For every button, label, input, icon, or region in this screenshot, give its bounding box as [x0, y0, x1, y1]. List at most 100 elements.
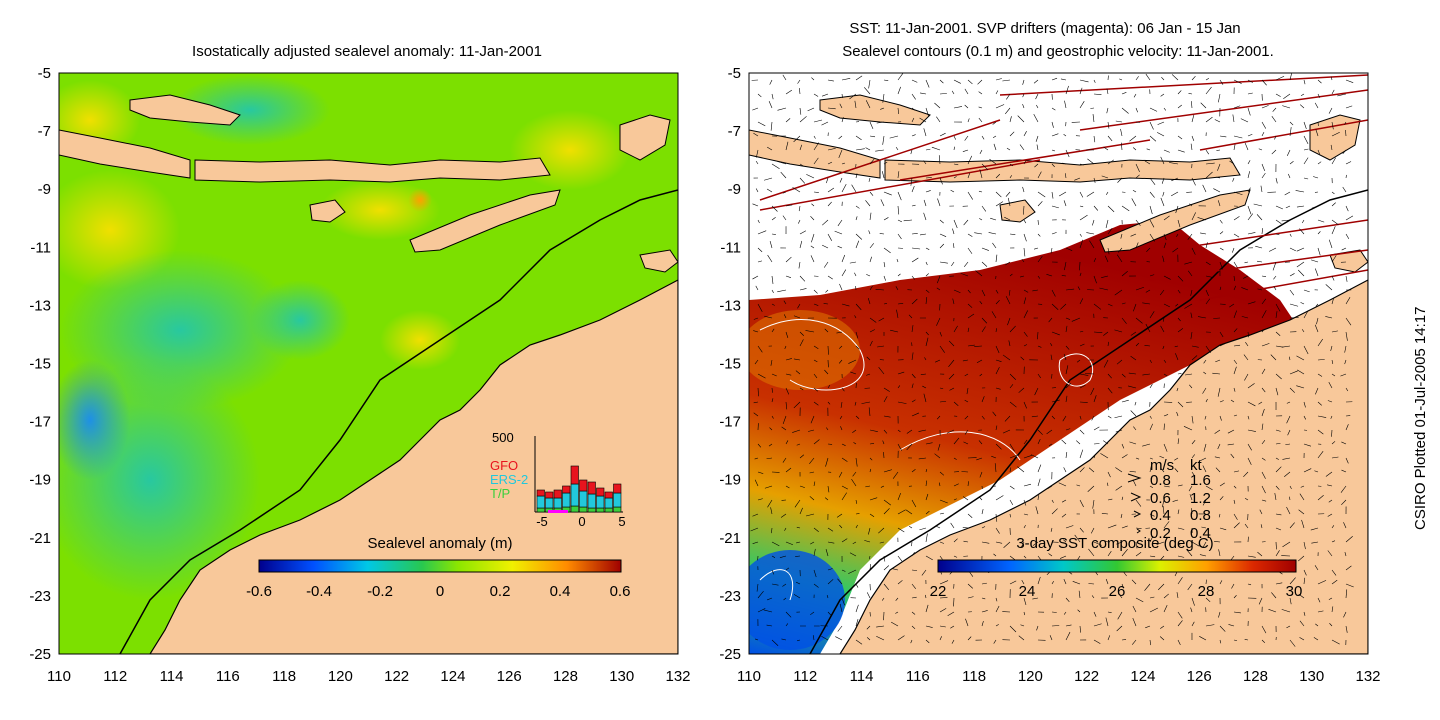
velocity-arrow — [841, 387, 845, 392]
velocity-arrow — [1191, 75, 1196, 81]
velocity-arrow — [936, 525, 941, 529]
velocity-arrow — [1342, 149, 1347, 154]
velocity-arrow — [967, 191, 973, 200]
velocity-arrow — [1103, 146, 1109, 151]
velocity-arrow — [1345, 275, 1348, 282]
velocity-arrow — [1051, 121, 1054, 128]
velocity-arrow — [899, 139, 1151, 181]
velocity-arrow — [868, 177, 871, 182]
velocity-arrow — [753, 330, 759, 333]
velocity-arrow — [1023, 344, 1028, 347]
velocity-arrow — [908, 525, 913, 529]
velocity-arrow — [838, 471, 843, 478]
velocity-arrow — [911, 625, 916, 630]
velocity-arrow — [1021, 579, 1025, 585]
velocity-arrow — [995, 359, 1002, 362]
java-island — [59, 129, 191, 179]
velocity-arrow — [1315, 303, 1319, 307]
velocity-arrow — [1247, 171, 1250, 179]
velocity-arrow — [978, 106, 983, 109]
velocity-arrow — [1289, 522, 1295, 529]
velocity-arrow — [813, 359, 818, 363]
velocity-arrow — [1296, 205, 1305, 208]
velocity-arrow — [1118, 345, 1123, 348]
velocity-arrow — [951, 90, 955, 95]
velocity-arrow — [1191, 597, 1195, 606]
velocity-arrow — [1289, 597, 1292, 605]
velocity-arrow — [823, 261, 829, 268]
velocity-arrow — [1317, 451, 1324, 459]
velocity-arrow — [1345, 233, 1350, 240]
velocity-arrow — [1177, 577, 1183, 585]
velocity-arrow — [1023, 439, 1028, 445]
velocity-arrow — [827, 201, 832, 207]
velocity-arrow — [1079, 384, 1086, 389]
velocity-arrow — [1009, 467, 1012, 473]
velocity-arrow — [1253, 203, 1263, 207]
velocity-arrow — [782, 215, 787, 221]
velocity-arrow — [1063, 200, 1067, 207]
velocity-arrow — [1233, 513, 1238, 520]
velocity-arrow — [1149, 191, 1155, 198]
velocity-arrow — [925, 247, 930, 250]
velocity-arrow — [1161, 76, 1165, 81]
velocity-arrow — [1050, 354, 1053, 361]
velocity-arrow — [1215, 467, 1221, 473]
velocity-arrow — [1205, 86, 1212, 95]
velocity-arrow — [1198, 457, 1207, 462]
velocity-arrow — [939, 555, 943, 560]
velocity-arrow — [964, 88, 969, 95]
velocity-arrow — [1114, 415, 1123, 419]
velocity-arrow — [1093, 541, 1102, 546]
velocity-arrow — [757, 121, 766, 127]
velocity-arrow — [1107, 121, 1110, 129]
sst-tick: 30 — [1286, 583, 1303, 600]
histogram-xtick: 0 — [578, 514, 585, 529]
velocity-arrow — [1079, 87, 1083, 95]
velocity-arrow — [967, 155, 973, 165]
velocity-arrow — [1051, 289, 1056, 297]
velocity-arrow — [883, 275, 886, 281]
velocity-arrow — [1295, 190, 1305, 193]
velocity-arrow — [1131, 579, 1137, 585]
velocity-arrow — [1005, 191, 1011, 197]
velocity-arrow — [1317, 429, 1324, 435]
velocity-arrow — [1289, 303, 1299, 307]
velocity-arrow — [962, 496, 969, 501]
velocity-arrow — [1247, 301, 1256, 305]
velocity-arrow — [869, 443, 875, 445]
velocity-arrow — [1331, 121, 1334, 130]
velocity-arrow — [1135, 597, 1144, 603]
velocity-arrow — [1217, 200, 1221, 207]
velocity-arrow — [967, 481, 969, 487]
velocity-arrow — [841, 162, 845, 165]
velocity-arrow — [1203, 359, 1207, 364]
velocity-arrow — [1327, 484, 1333, 487]
velocity-arrow — [995, 254, 998, 263]
northern-coast-land — [1329, 249, 1368, 273]
velocity-arrow — [839, 283, 843, 291]
velocity-arrow — [978, 91, 983, 95]
velocity-arrow — [1233, 414, 1238, 417]
velocity-arrow — [1171, 191, 1179, 197]
velocity-arrow — [869, 158, 875, 165]
velocity-arrow — [769, 79, 773, 85]
sulawesi-south-island — [819, 94, 931, 126]
velocity-arrow — [989, 158, 997, 165]
velocity-arrow — [1064, 261, 1067, 271]
velocity-arrow — [1117, 247, 1123, 253]
velocity-arrow — [1289, 273, 1295, 277]
plot-credit: CSIRO Plotted 01-Jul-2005 14:17 — [1412, 306, 1429, 530]
velocity-arrow — [1064, 100, 1067, 109]
velocity-arrow — [1061, 275, 1067, 277]
velocity-arrow — [911, 247, 921, 250]
velocity-arrow — [753, 412, 759, 417]
velocity-arrow — [1233, 79, 1242, 84]
velocity-arrow — [981, 610, 988, 613]
sla-colorbar — [258, 559, 622, 573]
velocity-arrow — [1187, 233, 1193, 240]
velocity-arrow — [825, 457, 829, 467]
velocity-arrow — [1189, 494, 1193, 501]
sla-tick: 0 — [436, 583, 444, 600]
velocity-arrow — [1088, 467, 1095, 473]
